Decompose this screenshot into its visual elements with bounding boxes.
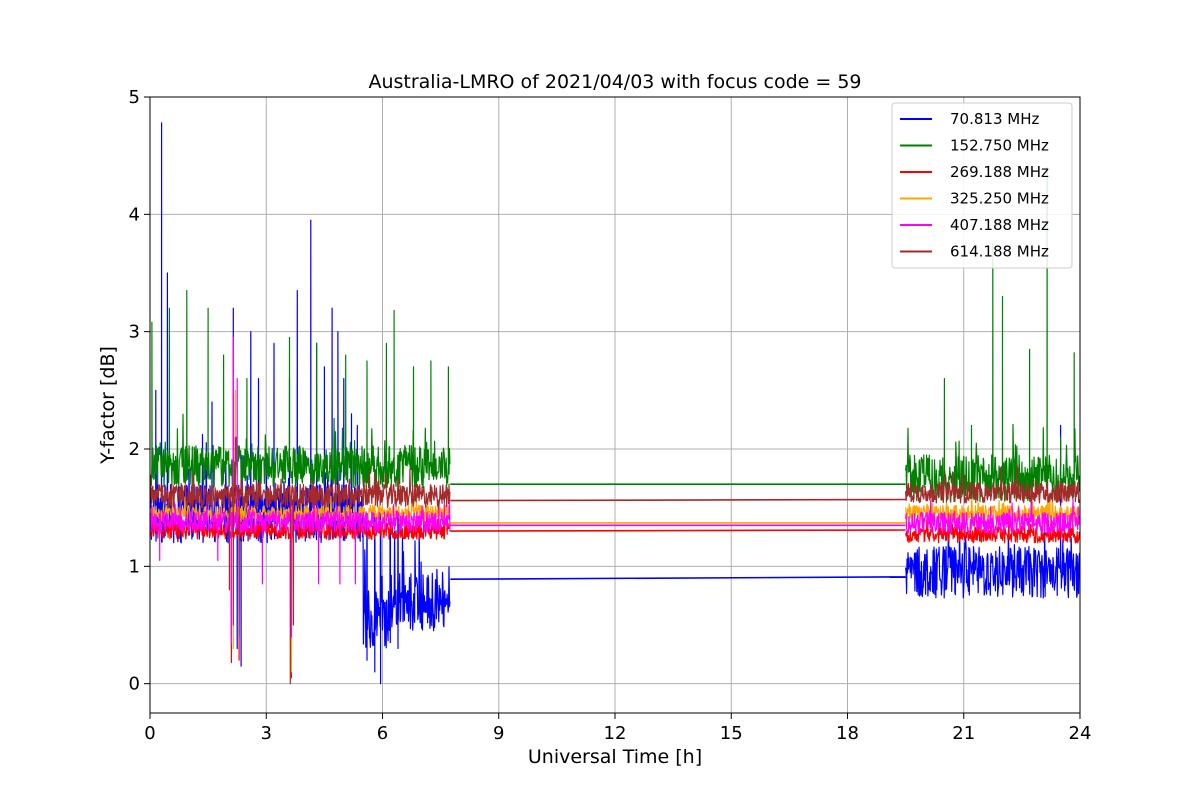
x-tick-label: 9 — [493, 723, 504, 744]
x-tick-label: 18 — [836, 723, 859, 744]
legend-box — [891, 102, 1073, 269]
y-tick-label: 3 — [129, 322, 140, 343]
legend-label: 70.813 MHz — [950, 110, 1039, 128]
legend-entry: 269.188 MHz — [900, 163, 1049, 181]
legend-entry: 70.813 MHz — [900, 110, 1039, 128]
legend-entry: 152.750 MHz — [900, 137, 1049, 155]
series-line-late — [905, 514, 1080, 544]
y-tick-label: 2 — [129, 439, 140, 460]
y-tick-label: 1 — [129, 556, 140, 577]
y-tick-label: 4 — [129, 204, 140, 225]
series-1 — [150, 166, 1080, 503]
series-line-early — [150, 336, 451, 644]
legend: 70.813 MHz 152.750 MHz 269.188 MHz 325.250 … — [891, 102, 1073, 269]
x-tick-label: 3 — [261, 723, 272, 744]
legend-label: 325.250 MHz — [950, 190, 1049, 208]
x-tick-label: 21 — [952, 723, 975, 744]
legend-label: 614.188 MHz — [950, 243, 1049, 261]
series-line-late — [905, 424, 1080, 599]
legend-entry: 614.188 MHz — [900, 243, 1049, 261]
x-tick-label: 24 — [1069, 723, 1092, 744]
legend-label: 269.188 MHz — [950, 163, 1049, 181]
series-line-late — [905, 494, 1080, 534]
series-lines — [150, 122, 1080, 685]
series-4 — [150, 336, 1080, 644]
chart-title: Australia-LMRO of 2021/04/03 with focus … — [368, 71, 861, 93]
series-line-early — [150, 389, 451, 673]
y-tick-label: 0 — [129, 674, 140, 695]
series-line-gap — [450, 576, 906, 580]
series-5 — [150, 436, 1080, 685]
series-line-early — [150, 436, 451, 685]
legend-entry: 325.250 MHz — [900, 190, 1049, 208]
x-tick-label: 15 — [720, 723, 743, 744]
x-axis-label: Universal Time [h] — [528, 746, 702, 768]
x-tick-label: 6 — [377, 723, 388, 744]
series-line-late — [905, 166, 1080, 503]
y-tick-label: 5 — [129, 87, 140, 108]
legend-label: 152.750 MHz — [950, 137, 1049, 155]
legend-entry: 407.188 MHz — [900, 216, 1049, 234]
legend-label: 407.188 MHz — [950, 216, 1049, 234]
x-tick-label: 0 — [144, 723, 155, 744]
y-axis-label: Y-factor [dB] — [97, 346, 119, 465]
series-line-gap — [450, 498, 906, 502]
x-tick-label: 12 — [604, 723, 627, 744]
series-line-early — [150, 122, 451, 685]
series-line-gap — [450, 529, 906, 532]
series-line-early — [150, 290, 451, 489]
series-line-late — [905, 464, 1080, 504]
